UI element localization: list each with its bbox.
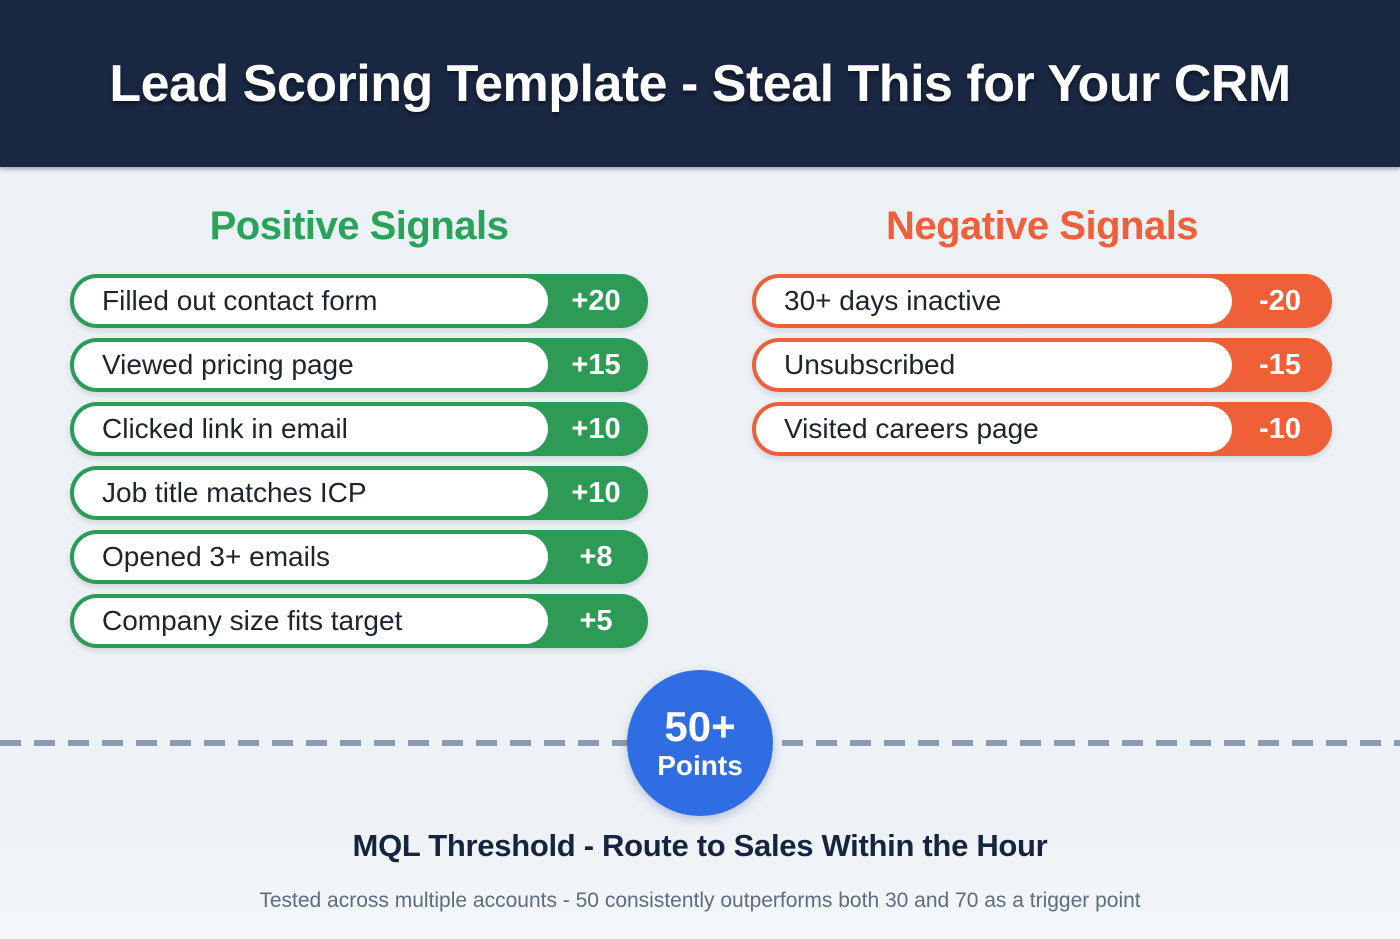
positive-signal-row: Company size fits target +5 [70,594,648,648]
negative-signal-row: Visited careers page -10 [752,402,1332,456]
signal-score: -15 [1259,348,1301,381]
signal-label: Clicked link in email [74,406,548,452]
signal-label: Opened 3+ emails [74,534,548,580]
positive-signals-heading: Positive Signals [209,204,509,248]
header-banner: Lead Scoring Template - Steal This for Y… [0,0,1400,167]
signal-label: Viewed pricing page [74,342,548,388]
positive-signal-row: Filled out contact form +20 [70,274,648,328]
mql-threshold-heading: MQL Threshold - Route to Sales Within th… [352,828,1048,863]
badge-points-value: 50+ [664,703,736,750]
signal-label: Company size fits target [74,598,548,644]
mql-threshold-note: Tested across multiple accounts - 50 con… [259,889,1141,912]
signal-score: -10 [1259,412,1301,445]
positive-signal-row: Clicked link in email +10 [70,402,648,456]
positive-signals-column: Positive Signals Filled out contact form… [70,198,648,658]
positive-signal-row: Viewed pricing page +15 [70,338,648,392]
signal-score: +10 [571,412,621,445]
signal-label: Job title matches ICP [74,470,548,516]
negative-signals-heading: Negative Signals [885,204,1199,248]
signal-score: +20 [571,284,621,317]
signal-label: Visited careers page [756,406,1232,452]
badge-points-label: Points [657,750,743,781]
positive-signal-row: Opened 3+ emails +8 [70,530,648,584]
signal-label: Filled out contact form [74,278,548,324]
points-threshold-badge: 50+ Points [627,670,773,816]
negative-signal-row: 30+ days inactive -20 [752,274,1332,328]
signal-score: -20 [1259,284,1301,317]
signal-score: +5 [579,604,613,637]
signal-label: 30+ days inactive [756,278,1232,324]
positive-signal-row: Job title matches ICP +10 [70,466,648,520]
negative-signals-column: Negative Signals 30+ days inactive -20 U… [752,198,1332,466]
signal-score: +15 [571,348,621,381]
signal-score: +10 [571,476,621,509]
signal-score: +8 [579,540,613,573]
signal-label: Unsubscribed [756,342,1232,388]
page-title: Lead Scoring Template - Steal This for Y… [109,54,1291,113]
negative-signal-row: Unsubscribed -15 [752,338,1332,392]
